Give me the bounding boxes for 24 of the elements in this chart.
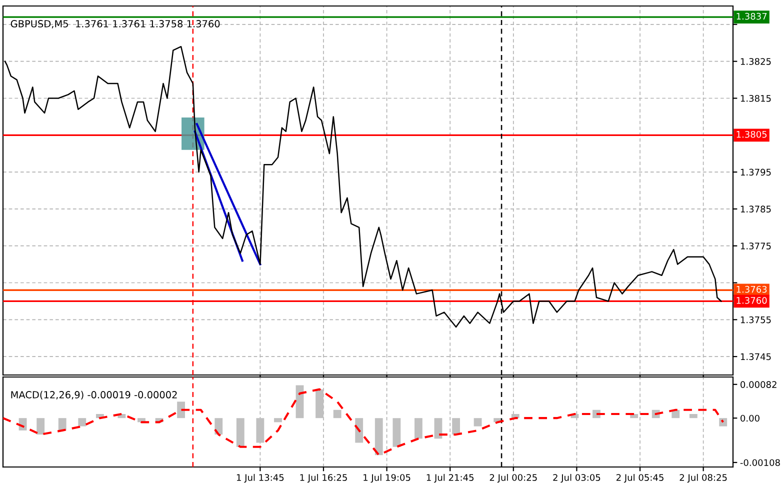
y-tick-label: 1.3755 [740,316,771,324]
y-tick-label: 1.3815 [740,94,771,102]
x-tick-label: 1 Jul 21:45 [426,474,474,483]
x-tick-label: 1 Jul 16:25 [300,474,347,483]
y-tick-label: 0.00 [740,414,760,422]
ref-line-label: 1.3837 [736,12,767,20]
x-tick-label: 1 Jul 13:45 [236,474,284,483]
x-tick-label: 1 Jul 19:05 [364,474,410,483]
ref-line-label: 1.3760 [736,296,767,304]
ref-line-label: 1.3805 [736,130,767,138]
y-tick-label: 1.3775 [740,242,771,250]
y-tick-label: 1.3825 [740,58,771,65]
y-tick-label: 1.3745 [740,353,771,360]
y-tick-label: 1.3795 [740,168,771,176]
text: MACD(12,26,9) -0.00019 -0.00002 [11,390,177,400]
x-tick-label: 2 Jul 03:05 [553,474,600,483]
y-tick-label: 1.3785 [740,206,771,213]
x-tick-label: 2 Jul 08:25 [680,474,727,483]
y-tick-label: 0.00082 [740,381,776,388]
ref-line-label: 1.3763 [736,286,767,293]
x-tick-label: 2 Jul 00:25 [490,474,537,483]
text: GBPUSD,M5 1.3761 1.3761 1.3758 1.3760 [10,20,220,28]
x-tick-label: 2 Jul 05:45 [616,474,664,483]
y-tick-label: -0.00108 [740,459,780,466]
